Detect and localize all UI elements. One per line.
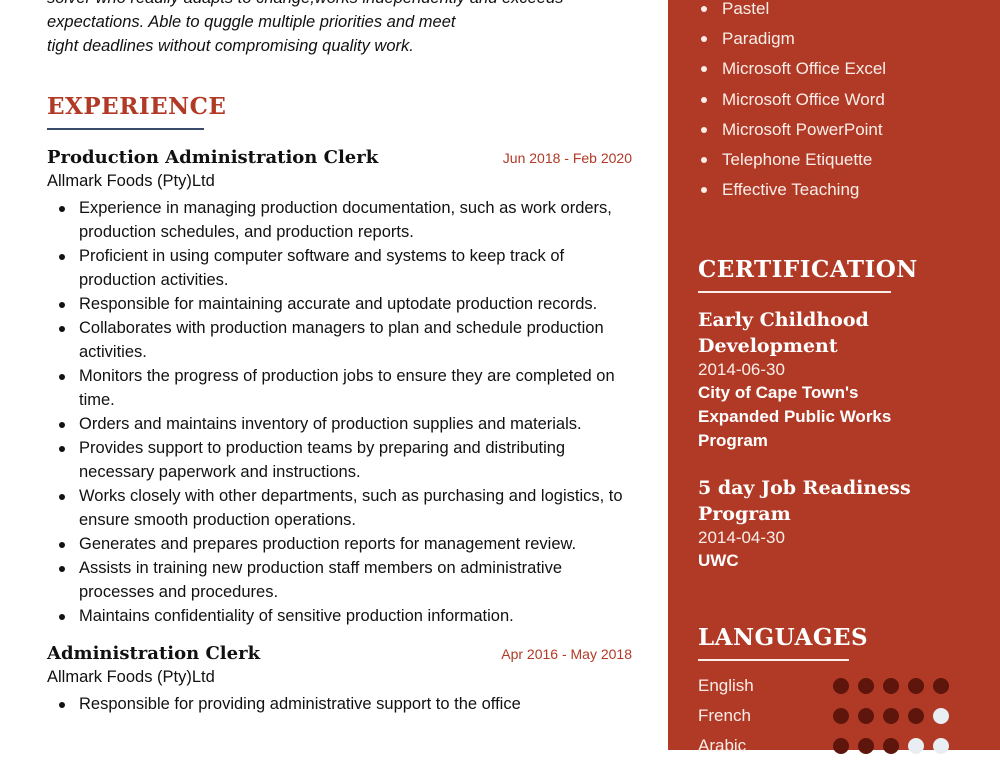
job-entry: Administration Clerk Apr 2016 - May 2018 A… bbox=[47, 642, 632, 716]
main-column: solver who readily adapts to change,work… bbox=[47, 0, 632, 716]
job-company: Allmark Foods (Pty)Ltd bbox=[47, 172, 215, 190]
job-dates: Jun 2018 - Feb 2020 bbox=[502, 150, 632, 166]
bullet-item: Assists in training new production staff… bbox=[47, 556, 632, 604]
language-name: French bbox=[698, 706, 751, 726]
job-header: Administration Clerk Apr 2016 - May 2018 bbox=[47, 642, 632, 666]
language-name: English bbox=[698, 676, 754, 696]
divider bbox=[47, 128, 204, 130]
bullet-item: Orders and maintains inventory of produc… bbox=[47, 412, 632, 436]
skill-item: Pastel bbox=[698, 0, 988, 24]
proficiency-dot bbox=[933, 678, 949, 695]
bullet-item: Responsible for maintaining accurate and… bbox=[47, 292, 632, 316]
certification-org: UWC bbox=[698, 551, 739, 571]
bullet-item: Responsible for providing administrative… bbox=[47, 692, 632, 716]
sidebar-content: Pastel Paradigm Microsoft Office Excel Micr… bbox=[698, 0, 988, 763]
proficiency-dot bbox=[908, 678, 924, 695]
skill-item: Effective Teaching bbox=[698, 175, 988, 205]
language-row: Arabic bbox=[698, 733, 958, 763]
job-title: Administration Clerk bbox=[47, 643, 261, 664]
bullet-item: Works closely with other departments, su… bbox=[47, 484, 632, 532]
job-header: Production Administration Clerk Jun 2018 … bbox=[47, 146, 632, 170]
bullet-item: Experience in managing production docume… bbox=[47, 196, 632, 244]
job-entry: Production Administration Clerk Jun 2018 … bbox=[47, 146, 632, 628]
language-row: English bbox=[698, 673, 958, 703]
proficiency-dot bbox=[908, 708, 924, 725]
experience-heading: EXPERIENCE bbox=[47, 93, 227, 120]
proficiency-dot bbox=[883, 708, 899, 725]
proficiency-dots bbox=[833, 738, 949, 755]
proficiency-dot bbox=[883, 738, 899, 755]
certification-date: 2014-04-30 bbox=[698, 528, 785, 548]
proficiency-dot bbox=[883, 678, 899, 695]
summary-line: expectations. Able to quggle multiple pr… bbox=[47, 13, 456, 31]
languages-heading: LANGUAGES bbox=[698, 624, 869, 652]
skills-list: Pastel Paradigm Microsoft Office Excel Micr… bbox=[698, 0, 988, 205]
proficiency-dot bbox=[833, 738, 849, 755]
bullet-item: Proficient in using computer software an… bbox=[47, 244, 632, 292]
proficiency-dot bbox=[933, 738, 949, 755]
certification-heading: CERTIFICATION bbox=[698, 256, 918, 284]
job-bullets: Responsible for providing administrative… bbox=[47, 692, 632, 716]
skill-item: Microsoft PowerPoint bbox=[698, 115, 988, 145]
certification-date: 2014-06-30 bbox=[698, 360, 785, 380]
divider bbox=[698, 659, 849, 662]
proficiency-dot bbox=[858, 708, 874, 725]
summary-line: tight deadlines without compromising qua… bbox=[47, 37, 414, 55]
job-company: Allmark Foods (Pty)Ltd bbox=[47, 668, 215, 686]
skill-item: Paradigm bbox=[698, 24, 988, 54]
proficiency-dot bbox=[858, 738, 874, 755]
job-dates: Apr 2016 - May 2018 bbox=[501, 646, 632, 662]
summary-line: solver who readily adapts to change,work… bbox=[47, 0, 632, 10]
proficiency-dot bbox=[908, 738, 924, 755]
summary: solver who readily adapts to change,work… bbox=[47, 0, 632, 58]
language-row: French bbox=[698, 703, 958, 733]
certification-item: Early Childhood Development 2014-06-30 Cit… bbox=[698, 307, 938, 453]
certification-title: 5 day Job Readiness Program bbox=[698, 477, 911, 526]
job-bullets: Experience in managing production docume… bbox=[47, 196, 632, 628]
proficiency-dot bbox=[858, 678, 874, 695]
proficiency-dots bbox=[833, 678, 949, 695]
proficiency-dot bbox=[833, 708, 849, 725]
sidebar bbox=[668, 0, 1000, 750]
job-title: Production Administration Clerk bbox=[47, 147, 379, 168]
language-name: Arabic bbox=[698, 736, 747, 756]
bullet-item: Collaborates with production managers to… bbox=[47, 316, 632, 364]
divider bbox=[698, 291, 891, 294]
certification-title: Early Childhood Development bbox=[698, 309, 869, 358]
bullet-item: Generates and prepares production report… bbox=[47, 532, 632, 556]
certification-item: 5 day Job Readiness Program 2014-04-30 UWC bbox=[698, 475, 938, 573]
proficiency-dot bbox=[933, 708, 949, 725]
skill-item: Telephone Etiquette bbox=[698, 145, 988, 175]
skill-item: Microsoft Office Word bbox=[698, 85, 988, 115]
skill-item: Microsoft Office Excel bbox=[698, 54, 988, 84]
bullet-item: Provides support to production teams by … bbox=[47, 436, 632, 484]
certification-org: City of Cape Town's Expanded Public Work… bbox=[698, 383, 892, 451]
bullet-item: Monitors the progress of production jobs… bbox=[47, 364, 632, 412]
proficiency-dots bbox=[833, 708, 949, 725]
bullet-item: Maintains confidentiality of sensitive p… bbox=[47, 604, 632, 628]
proficiency-dot bbox=[833, 678, 849, 695]
